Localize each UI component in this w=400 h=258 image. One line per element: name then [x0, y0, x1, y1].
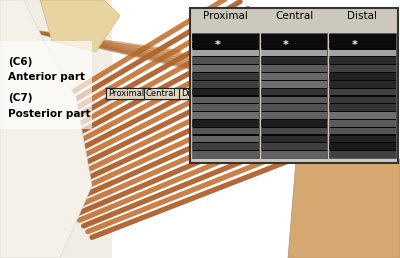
Bar: [0, 41, 92, 129]
Bar: [261, 128, 327, 134]
Bar: [329, 65, 396, 72]
Bar: [329, 104, 396, 111]
Bar: [192, 143, 259, 150]
Polygon shape: [40, 0, 120, 52]
Bar: [261, 143, 327, 150]
Bar: [261, 50, 327, 56]
Bar: [261, 89, 327, 95]
Bar: [261, 42, 327, 49]
Bar: [261, 65, 327, 72]
Text: *: *: [215, 40, 220, 50]
Bar: [261, 57, 327, 64]
Text: *: *: [283, 40, 289, 50]
Bar: [192, 50, 259, 56]
Polygon shape: [0, 0, 92, 258]
Bar: [192, 42, 259, 49]
Bar: [192, 34, 259, 41]
Text: Proximal: Proximal: [108, 89, 144, 98]
Bar: [192, 136, 259, 142]
Text: Anterior part: Anterior part: [8, 72, 85, 82]
Text: Distal: Distal: [347, 11, 378, 21]
Bar: [329, 81, 396, 87]
Bar: [192, 57, 259, 64]
Bar: [106, 88, 146, 99]
Bar: [192, 128, 259, 134]
Bar: [192, 120, 259, 127]
Bar: [261, 151, 327, 158]
Bar: [192, 104, 259, 111]
Bar: [329, 128, 396, 134]
Text: (C6): (C6): [8, 57, 32, 67]
Bar: [329, 50, 396, 56]
Bar: [329, 57, 396, 64]
Bar: [144, 88, 180, 99]
Bar: [261, 136, 327, 142]
Bar: [329, 34, 396, 41]
Bar: [329, 136, 396, 142]
Text: Central: Central: [146, 89, 176, 98]
Bar: [192, 112, 259, 119]
Bar: [192, 96, 259, 103]
Bar: [192, 73, 259, 80]
Text: Distal: Distal: [181, 89, 205, 98]
Polygon shape: [288, 134, 400, 258]
Polygon shape: [0, 0, 112, 258]
Bar: [192, 33, 259, 158]
Bar: [179, 88, 211, 99]
Bar: [329, 143, 396, 150]
Bar: [329, 112, 396, 119]
Bar: [329, 151, 396, 158]
Bar: [329, 42, 396, 49]
Bar: [261, 33, 327, 158]
Bar: [261, 81, 327, 87]
Bar: [190, 8, 398, 163]
Bar: [192, 65, 259, 72]
Text: Central: Central: [275, 11, 313, 21]
Text: (C7): (C7): [8, 93, 32, 103]
Bar: [192, 81, 259, 87]
Text: Posterior part: Posterior part: [8, 109, 91, 118]
Bar: [329, 89, 396, 95]
Bar: [329, 73, 396, 80]
Bar: [261, 120, 327, 127]
Bar: [261, 73, 327, 80]
Bar: [261, 104, 327, 111]
Bar: [261, 112, 327, 119]
Bar: [261, 34, 327, 41]
Text: Proximal: Proximal: [203, 11, 248, 21]
Bar: [329, 120, 396, 127]
Bar: [329, 33, 396, 158]
Bar: [261, 96, 327, 103]
Bar: [329, 96, 396, 103]
Bar: [192, 89, 259, 95]
Text: *: *: [352, 40, 357, 50]
Bar: [192, 151, 259, 158]
